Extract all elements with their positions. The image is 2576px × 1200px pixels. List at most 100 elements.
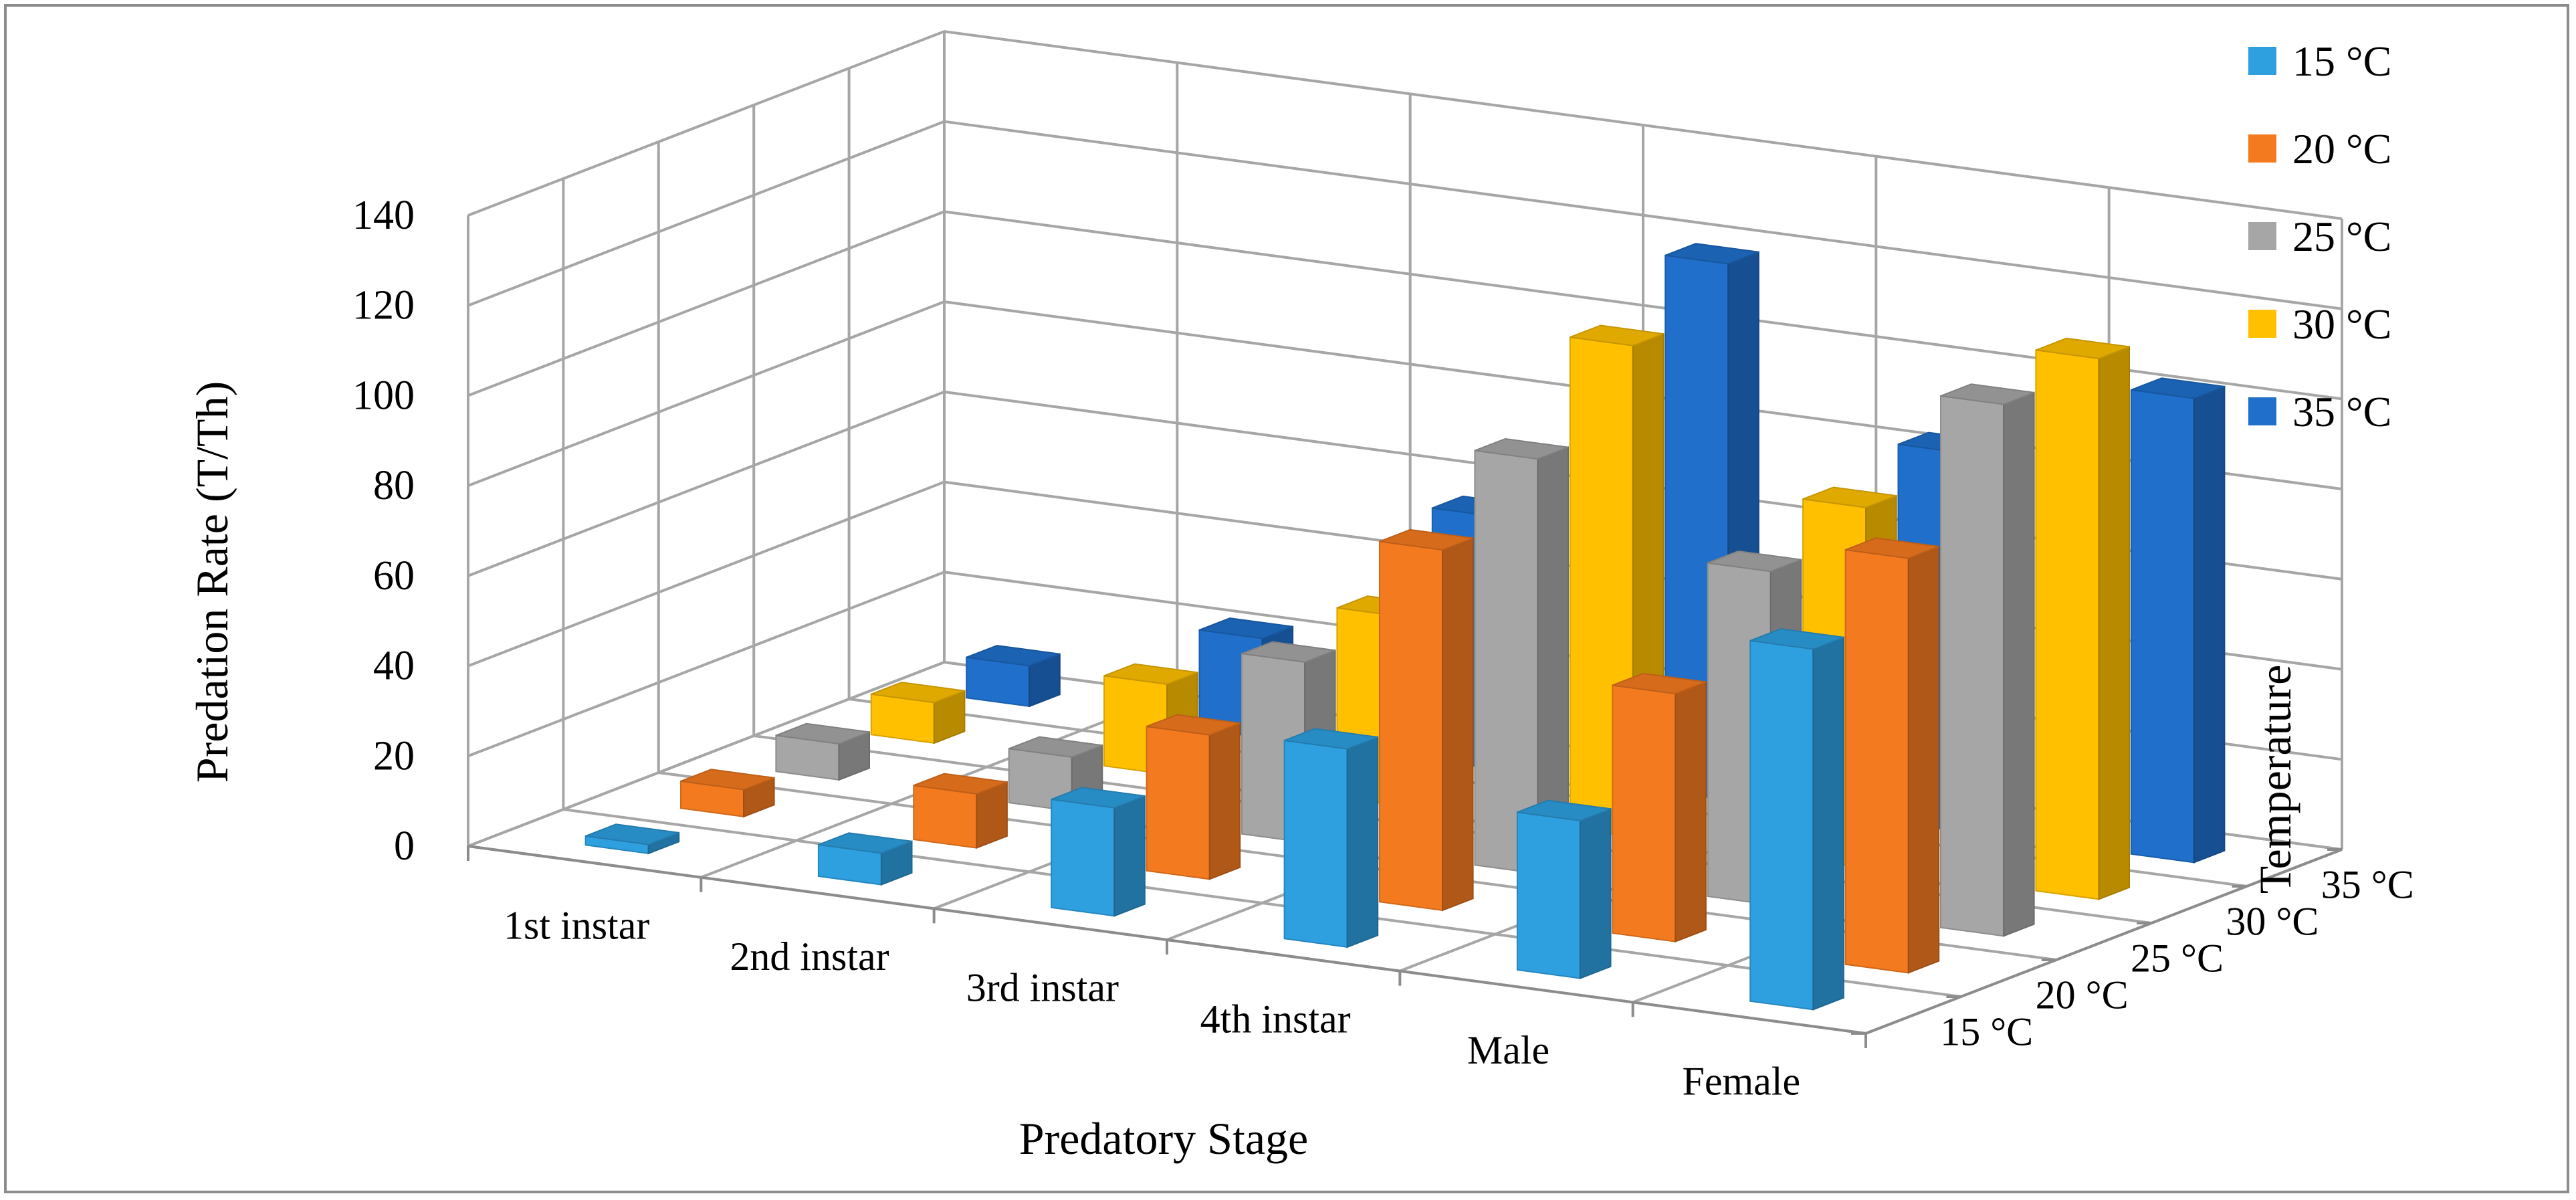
legend-swatch [2248,310,2276,338]
legend-swatch [2248,134,2276,163]
bar-front [2130,389,2195,864]
bar [584,823,680,855]
legend-label: 35 °C [2292,388,2391,435]
bar [870,682,966,744]
x-category-label: Male [1467,1028,1549,1072]
bar-top [680,769,774,791]
bar-front [2035,349,2100,900]
bar-side [2003,391,2035,937]
depth-category-label: 15 °C [1940,1010,2033,1054]
depth-axis-line [1865,848,2343,1035]
y-tick-label: 0 [394,823,415,869]
bar-top [1051,787,1146,809]
bar-side [1346,736,1379,948]
depth-axis-label: Temperature [2250,665,2300,894]
bar [1612,672,1707,943]
bar-side [2193,385,2226,864]
bar-top [2131,377,2225,399]
floor-gridline [467,661,945,847]
bar-front [1051,798,1115,917]
x-category-label: 3rd instar [966,966,1119,1010]
bar-top [1570,324,1664,346]
floor-gridline [563,808,1961,998]
bar [817,832,913,886]
bar-top [1008,736,1103,758]
bar-front [1749,639,1814,1011]
legend-item: 15 °C [2248,37,2391,85]
bar-top [1665,243,1759,265]
bar-top [1241,641,1335,663]
x-category-label: Female [1683,1060,1801,1104]
depth-category-label: 30 °C [2226,900,2319,944]
bar-side [1113,795,1146,917]
y-tick-label: 40 [373,643,415,689]
bar-top [871,682,965,704]
bar-top [2036,337,2130,360]
bar-top [1379,528,1473,551]
bar-side [1579,807,1612,980]
bar [680,769,775,818]
bar-side [1442,537,1474,912]
legend-swatch [2248,47,2276,75]
bar-top [776,722,870,745]
legend-swatch [2248,222,2276,250]
bar-top [1284,728,1378,750]
gridline [467,120,2343,310]
depth-category-label: 35 °C [2321,863,2414,907]
y-tick-label: 60 [373,553,415,599]
depth-axis-categories: 15 °C20 °C25 °C30 °C35 °C [1940,863,2414,1054]
bar-top [1103,663,1198,685]
bar-top [1749,628,1844,650]
y-tick-label: 100 [352,373,415,418]
bar [2130,377,2226,864]
bar [775,722,870,781]
x-category-label: 4th instar [1200,997,1351,1041]
bar [1146,714,1241,880]
bar-top [1517,799,1611,821]
x-category-label: 1st instar [504,903,649,947]
depth-category-label: 25 °C [2131,936,2224,981]
chart-bars [584,243,2226,1011]
legend-label: 15 °C [2292,37,2391,85]
bar-top [913,773,1008,795]
bar-top [1612,672,1707,695]
bar-top [1845,537,1939,559]
legend-label: 30 °C [2292,300,2391,348]
bar-front [1516,811,1581,979]
bar [1516,799,1612,980]
bar-top [1146,714,1241,736]
bar-top [585,823,679,845]
bar-side [1675,681,1707,943]
legend-item: 35 °C [2248,388,2391,435]
bar [1051,787,1146,917]
bar [1283,728,1379,948]
bar-side [1907,545,1940,974]
bar [2035,337,2130,900]
bar-front [1379,540,1443,912]
x-category-label: 2nd instar [730,934,889,979]
bar-front [1844,548,1909,974]
legend-swatch [2248,397,2276,425]
y-axis-ticks: 0 20 40 60 80 100 120 140 [352,193,415,869]
legend-label: 25 °C [2292,213,2391,260]
legend-item: 25 °C [2248,213,2391,260]
bar [1940,383,2035,937]
bar [1379,528,1474,912]
bar-front [1612,684,1677,942]
bar-top [1940,383,2034,405]
bar [1749,628,1844,1011]
bar-top [1475,437,1569,460]
gridline [467,29,2343,220]
chart-legend: 15 °C 20 °C 25 °C 30 °C 35 °C [2248,37,2391,435]
bar-top [1802,486,1897,508]
bar-top [1707,550,1802,573]
legend-label: 20 °C [2292,125,2391,173]
bar-front [913,785,978,849]
bar [1844,537,1940,974]
y-tick-label: 120 [352,283,415,328]
y-tick-label: 140 [352,193,415,238]
bar-side [1812,636,1844,1011]
y-tick-label: 80 [373,463,415,508]
x-axis-label: Predatory Stage [1019,1113,1308,1164]
